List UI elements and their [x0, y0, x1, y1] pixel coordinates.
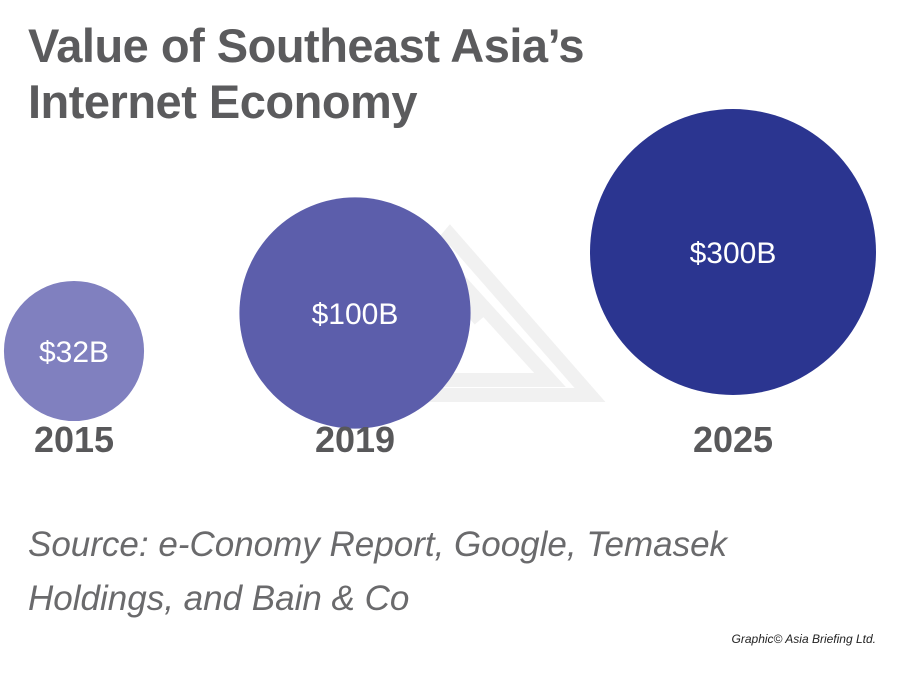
category-label-2025: 2025 [693, 419, 773, 460]
data-label-2019: $100B [312, 298, 399, 331]
credit: Graphic© Asia Briefing Ltd. [731, 632, 876, 646]
category-label-2015: 2015 [34, 419, 114, 460]
data-label-2025: $300B [690, 237, 777, 270]
bubble-2025 [590, 109, 876, 395]
source-note: Source: e-Conomy Report, Google, Temasek… [28, 525, 728, 618]
chart-title: Value of Southeast Asia’s Internet Econo… [28, 18, 585, 130]
data-label-2015: $32B [39, 336, 109, 369]
bubble-2015 [3, 280, 145, 422]
bubble-2019 [239, 197, 471, 429]
title-line-1: Value of Southeast Asia’s [28, 19, 585, 72]
title-line-2: Internet Economy [28, 75, 417, 128]
category-label-2019: 2019 [315, 419, 395, 460]
